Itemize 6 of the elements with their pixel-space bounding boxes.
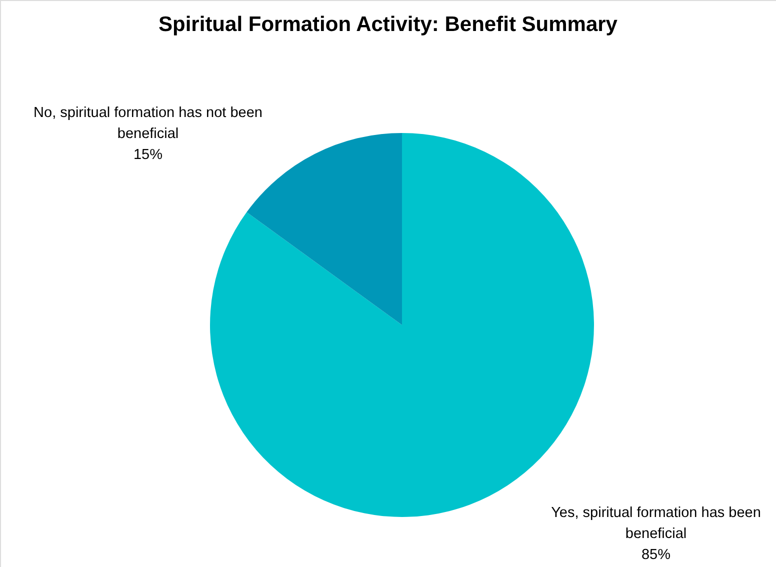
- slice-label: Yes, spiritual formation has been beneficial: [551, 505, 761, 542]
- pie-slice: [246, 133, 402, 325]
- slice-label: No, spiritual formation has not been beneficial: [34, 105, 262, 142]
- chart-title: Spiritual Formation Activity: Benefit Summary: [158, 13, 618, 36]
- data-label: 85%: [641, 547, 671, 563]
- data-label: 15%: [133, 147, 163, 163]
